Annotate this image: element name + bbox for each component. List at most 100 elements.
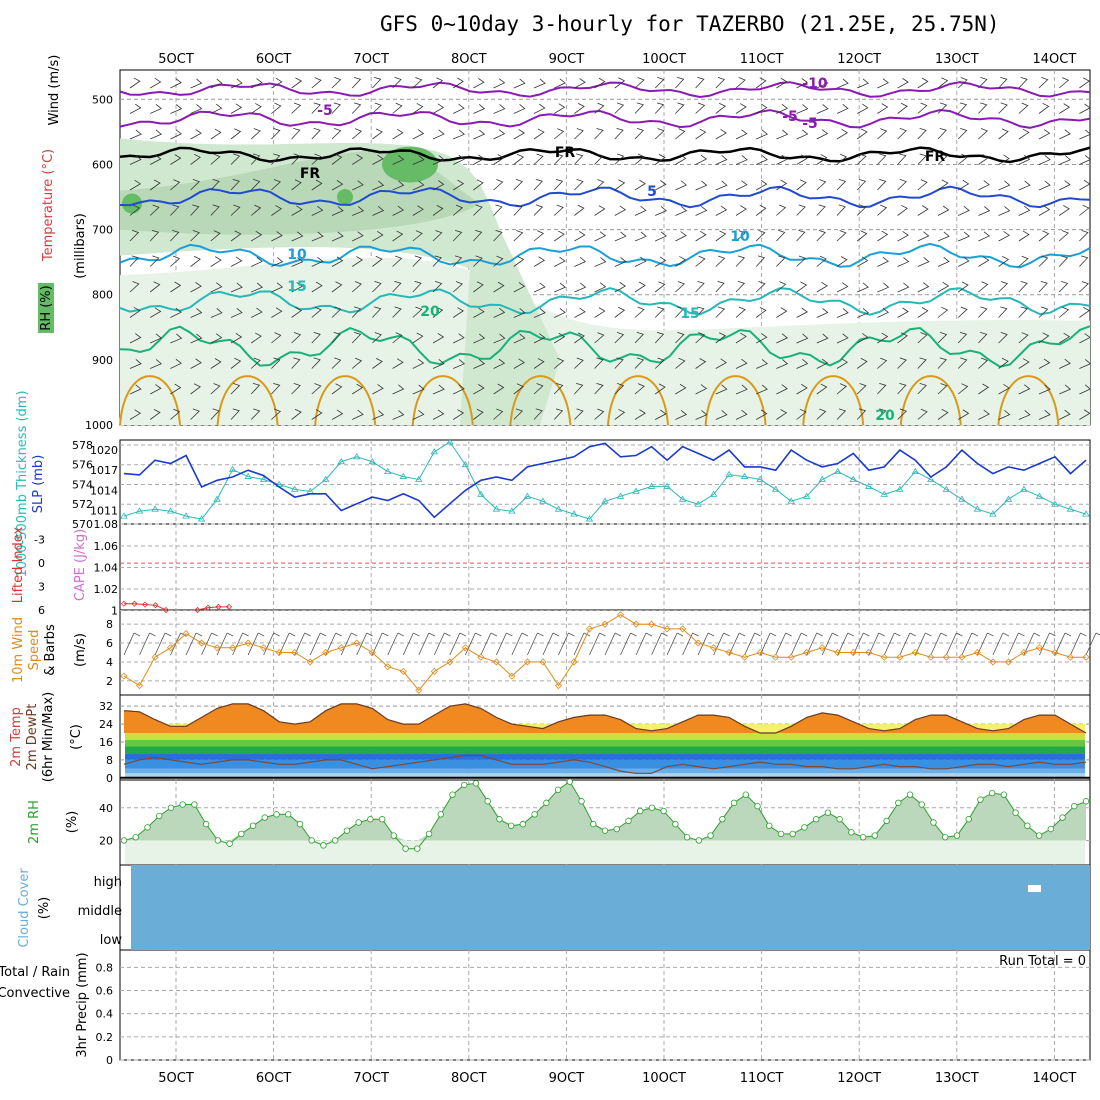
rh-line-point bbox=[836, 816, 843, 823]
wind-barb bbox=[452, 307, 464, 318]
wind-barb bbox=[170, 229, 180, 242]
wind-barb bbox=[533, 333, 546, 344]
panel-frame-slp bbox=[119, 439, 1091, 525]
wind-barb bbox=[170, 281, 182, 293]
rh-line-point bbox=[965, 816, 972, 823]
wind-barb bbox=[715, 180, 728, 191]
wind-barb bbox=[1085, 632, 1100, 656]
wind-barb bbox=[897, 78, 909, 89]
wind-barb bbox=[480, 632, 498, 656]
wind-barb bbox=[917, 257, 930, 267]
rh-line-point bbox=[918, 801, 925, 808]
wind-barb bbox=[473, 384, 485, 395]
wind-speed-line-point bbox=[942, 653, 950, 661]
temp-fill-hot bbox=[124, 703, 1086, 734]
wind-barb bbox=[1058, 205, 1070, 216]
wind-barb bbox=[311, 77, 322, 89]
cloud-level-label: high bbox=[94, 875, 122, 890]
wind-barb bbox=[291, 77, 303, 89]
li-ytick: -3 bbox=[34, 534, 45, 547]
wind-barb bbox=[836, 103, 849, 114]
wind-speed-line-point bbox=[973, 648, 981, 657]
wind-barb bbox=[695, 332, 706, 344]
rh-moist-patch bbox=[122, 193, 142, 214]
thickness-line-point bbox=[1004, 495, 1013, 502]
wind-barb bbox=[735, 103, 747, 114]
rh-line-point bbox=[754, 802, 761, 810]
wind-barb bbox=[129, 409, 142, 420]
chart-title: GFS 0~10day 3-hourly for TAZERBO (21.25E… bbox=[380, 12, 1000, 36]
wind-barb bbox=[473, 204, 483, 216]
wind-barb bbox=[978, 281, 989, 293]
wind-speed-line-point bbox=[772, 653, 780, 661]
wind-barb bbox=[1058, 230, 1069, 242]
contour-plus5 bbox=[119, 185, 1091, 209]
wind-barb bbox=[1038, 306, 1049, 318]
wind-barb bbox=[675, 409, 688, 420]
thickness-label: 1000-500mb Thickness (dm) bbox=[15, 390, 30, 577]
rh-line-point bbox=[777, 830, 785, 838]
wind-barb bbox=[776, 179, 788, 191]
wind-barb bbox=[1018, 230, 1030, 242]
lifted-index-point bbox=[215, 603, 222, 610]
wind-barb bbox=[311, 179, 323, 191]
rh-line-point bbox=[496, 816, 503, 823]
wind-barb bbox=[230, 153, 241, 165]
wind-barb bbox=[816, 104, 829, 114]
wind-barb bbox=[170, 255, 181, 267]
contour-plus25-loop bbox=[607, 375, 669, 426]
wind-barb bbox=[715, 255, 726, 267]
contour-label: FR bbox=[555, 145, 576, 161]
wind-speed-line-point bbox=[694, 639, 702, 647]
wind-barb bbox=[796, 104, 809, 114]
wind-barb bbox=[190, 358, 202, 369]
wind-barb bbox=[1038, 255, 1049, 267]
wind-barb bbox=[432, 129, 445, 140]
slp-ytick: 1020 bbox=[90, 444, 118, 457]
rh-line-point bbox=[202, 820, 210, 828]
wind-barb bbox=[331, 383, 343, 395]
wind-barb bbox=[230, 332, 243, 344]
wind-barb bbox=[715, 384, 728, 395]
wind-barb bbox=[856, 153, 867, 165]
rh-line-point bbox=[942, 834, 949, 841]
wind-barb bbox=[351, 357, 363, 369]
wind-barb bbox=[715, 102, 726, 114]
wind-barb bbox=[634, 205, 647, 216]
wind-barb bbox=[816, 129, 829, 140]
wind-barb bbox=[210, 178, 220, 191]
wind-barb bbox=[856, 408, 867, 420]
axes-labels: 5OCT 5OCT 6OCT 6OCT 7OCT 7OCT 8OCT 8OCT 9OCT 9OCT… bbox=[158, 52, 1076, 1086]
wind-barb bbox=[796, 129, 809, 140]
slp-ytick: 1014 bbox=[90, 484, 118, 497]
wind-barb bbox=[1038, 129, 1051, 140]
wind-barb bbox=[331, 357, 342, 369]
wind-barb bbox=[957, 102, 968, 114]
precip-panel: 0.8 0.6 0.4 0.2 0 Run Total = 0 bbox=[96, 954, 1087, 1067]
wind-barb bbox=[594, 179, 605, 191]
upper-air-temperature-contours bbox=[119, 81, 1091, 426]
rh-line-point bbox=[320, 842, 327, 849]
wind-barb bbox=[899, 632, 916, 656]
thickness-line-point bbox=[756, 475, 764, 482]
wind-barb bbox=[453, 333, 465, 344]
thickness-line-point bbox=[1020, 485, 1028, 492]
rh-line-point bbox=[144, 824, 151, 831]
lifted-index-point bbox=[194, 606, 201, 614]
wind-barb bbox=[170, 154, 182, 165]
wind-barb bbox=[210, 408, 220, 420]
wind-barb bbox=[654, 357, 665, 369]
wind-barb bbox=[1059, 384, 1071, 395]
slp-label: SLP (mb) bbox=[31, 455, 46, 514]
wind-barb bbox=[796, 333, 809, 344]
wind-barb bbox=[271, 153, 281, 165]
contour-label: 10 bbox=[287, 247, 307, 263]
wind-barb bbox=[958, 256, 970, 267]
wind-barb bbox=[558, 632, 575, 656]
wind-barb bbox=[553, 408, 564, 420]
wind-barb bbox=[917, 307, 929, 318]
temp-label-4: (°C) bbox=[69, 724, 84, 750]
wind-barb bbox=[170, 307, 182, 318]
lifted-index-point bbox=[225, 603, 233, 610]
wind-barb bbox=[473, 333, 486, 344]
